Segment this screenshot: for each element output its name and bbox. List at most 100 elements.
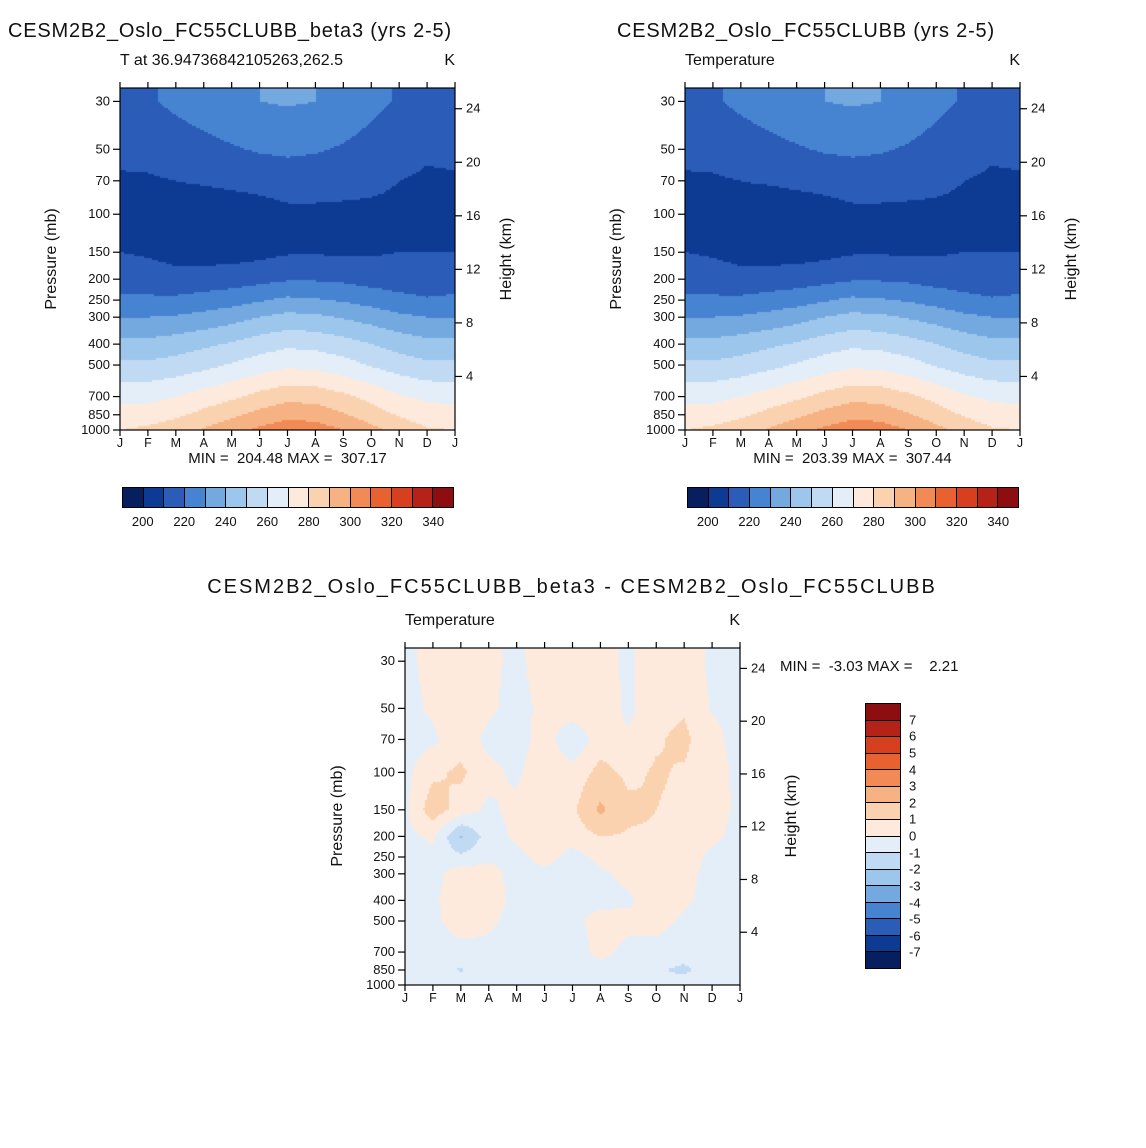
height-tick-label: 24 [466, 101, 480, 116]
height-tick-label: 20 [1031, 154, 1045, 169]
colorbar-segment [893, 488, 915, 507]
x-tick-label: N [680, 991, 689, 1005]
colorbar-labels: 7 6 5 4 3 2 1 0 -1 -2 -3 -4 -5 -6 -7 [909, 703, 939, 969]
pressure-tick-label: 30 [96, 93, 110, 108]
height-tick-label: 12 [466, 261, 480, 276]
height-axis-title: Height (km) [498, 217, 515, 301]
page-title: CESM2B2_Oslo_FC55CLUBB (yrs 2-5) [617, 20, 995, 42]
pressure-tick-label: 50 [96, 141, 110, 156]
pressure-tick-label: 150 [653, 244, 675, 259]
pressure-tick-label: 700 [373, 944, 395, 959]
x-tick-label: S [339, 436, 347, 450]
height-tick-label: 4 [466, 368, 473, 383]
pressure-tick-label: 150 [373, 802, 395, 817]
x-tick-label: A [200, 436, 209, 450]
colorbar-tick-label: 3 [909, 778, 917, 794]
colorbar-tick-label: 2 [909, 795, 917, 811]
unit-label: K [444, 52, 455, 69]
height-tick-label: 8 [751, 871, 758, 886]
x-tick-label: A [765, 436, 774, 450]
temperature-colorbar [687, 487, 1019, 508]
minmax-text: MIN = -3.03 MAX = 2.21 [780, 658, 959, 675]
x-tick-label: N [960, 436, 969, 450]
pressure-tick-label: 500 [88, 357, 110, 372]
x-tick-label: M [226, 436, 236, 450]
colorbar-segment [866, 769, 900, 786]
colorbar-segment [287, 488, 309, 507]
x-tick-label: F [429, 991, 437, 1005]
colorbar-segment [866, 852, 900, 869]
pressure-tick-label: 250 [653, 292, 675, 307]
colorbar-tick-label: 340 [422, 514, 445, 529]
x-tick-label: J [284, 436, 290, 450]
pressure-tick-label: 250 [373, 849, 395, 864]
pressure-tick-label: 30 [381, 653, 395, 668]
height-axis-title: Height (km) [1063, 217, 1080, 301]
pressure-tick-label: 850 [373, 962, 395, 977]
colorbar-segment [997, 488, 1018, 507]
colorbar-segment [866, 835, 900, 853]
x-tick-label: M [791, 436, 801, 450]
x-tick-label: A [311, 436, 320, 450]
pressure-tick-label: 250 [88, 292, 110, 307]
height-tick-label: 16 [1031, 208, 1045, 223]
x-tick-label: D [988, 436, 997, 450]
x-tick-label: J [256, 436, 262, 450]
colorbar-tick-label: -3 [909, 878, 921, 894]
height-tick-label: 8 [466, 315, 473, 330]
colorbar-segment [349, 488, 371, 507]
pressure-tick-label: 100 [653, 206, 675, 221]
pressure-tick-label: 70 [381, 731, 395, 746]
height-tick-label: 4 [751, 924, 758, 939]
colorbar-tick-label: 300 [904, 514, 927, 529]
height-tick-label: 24 [1031, 101, 1045, 116]
colorbar-tick-label: 320 [945, 514, 968, 529]
height-tick-label: 16 [751, 766, 765, 781]
page-title: CESM2B2_Oslo_FC55CLUBB_beta3 - CESM2B2_O… [207, 576, 937, 598]
x-tick-label: J [821, 436, 827, 450]
colorbar-segment [976, 488, 998, 507]
colorbar-segment [866, 918, 900, 935]
colorbar-tick-label: 240 [214, 514, 237, 529]
pressure-tick-label: 850 [653, 407, 675, 422]
height-tick-label: 16 [466, 208, 480, 223]
x-tick-label: D [708, 991, 717, 1005]
colorbar-segment [811, 488, 832, 507]
colorbar-tick-label: 6 [909, 728, 917, 744]
colorbar-segment [955, 488, 977, 507]
colorbar-segment [866, 704, 900, 720]
colorbar-segment [790, 488, 812, 507]
pressure-tick-label: 1000 [366, 977, 395, 992]
pressure-tick-label: 150 [88, 244, 110, 259]
pressure-tick-label: 100 [373, 764, 395, 779]
panel-control: CESM2B2_Oslo_FC55CLUBB (yrs 2-5) Tempera… [565, 0, 1146, 545]
x-tick-label: J [1017, 436, 1023, 450]
colorbar-tick-label: 240 [779, 514, 802, 529]
colorbar-segment [866, 719, 900, 737]
colorbar-tick-label: 320 [380, 514, 403, 529]
colorbar-segment [728, 488, 750, 507]
colorbar-tick-label: -2 [909, 861, 921, 877]
colorbar-segment [432, 488, 453, 507]
x-tick-label: J [682, 436, 688, 450]
colorbar-tick-label: -5 [909, 911, 921, 927]
pressure-tick-label: 200 [373, 828, 395, 843]
colorbar-segment [866, 785, 900, 803]
colorbar-segment [866, 752, 900, 770]
pressure-tick-label: 70 [96, 173, 110, 188]
x-tick-label: J [402, 991, 408, 1005]
colorbar-segment [873, 488, 894, 507]
x-tick-label: M [511, 991, 521, 1005]
pressure-tick-label: 850 [88, 407, 110, 422]
x-tick-label: J [541, 991, 547, 1005]
x-tick-label: J [569, 991, 575, 1005]
pressure-tick-label: 70 [661, 173, 675, 188]
temperature-contour-field [120, 88, 455, 430]
panel-beta3: CESM2B2_Oslo_FC55CLUBB_beta3 (yrs 2-5) T… [0, 0, 565, 545]
panel-difference: CESM2B2_Oslo_FC55CLUBB_beta3 - CESM2B2_O… [0, 560, 1146, 1148]
x-tick-label: J [737, 991, 743, 1005]
colorbar-segment [308, 488, 329, 507]
colorbar-segment [866, 901, 900, 919]
colorbar-segment [370, 488, 391, 507]
colorbar-segment [688, 488, 708, 507]
